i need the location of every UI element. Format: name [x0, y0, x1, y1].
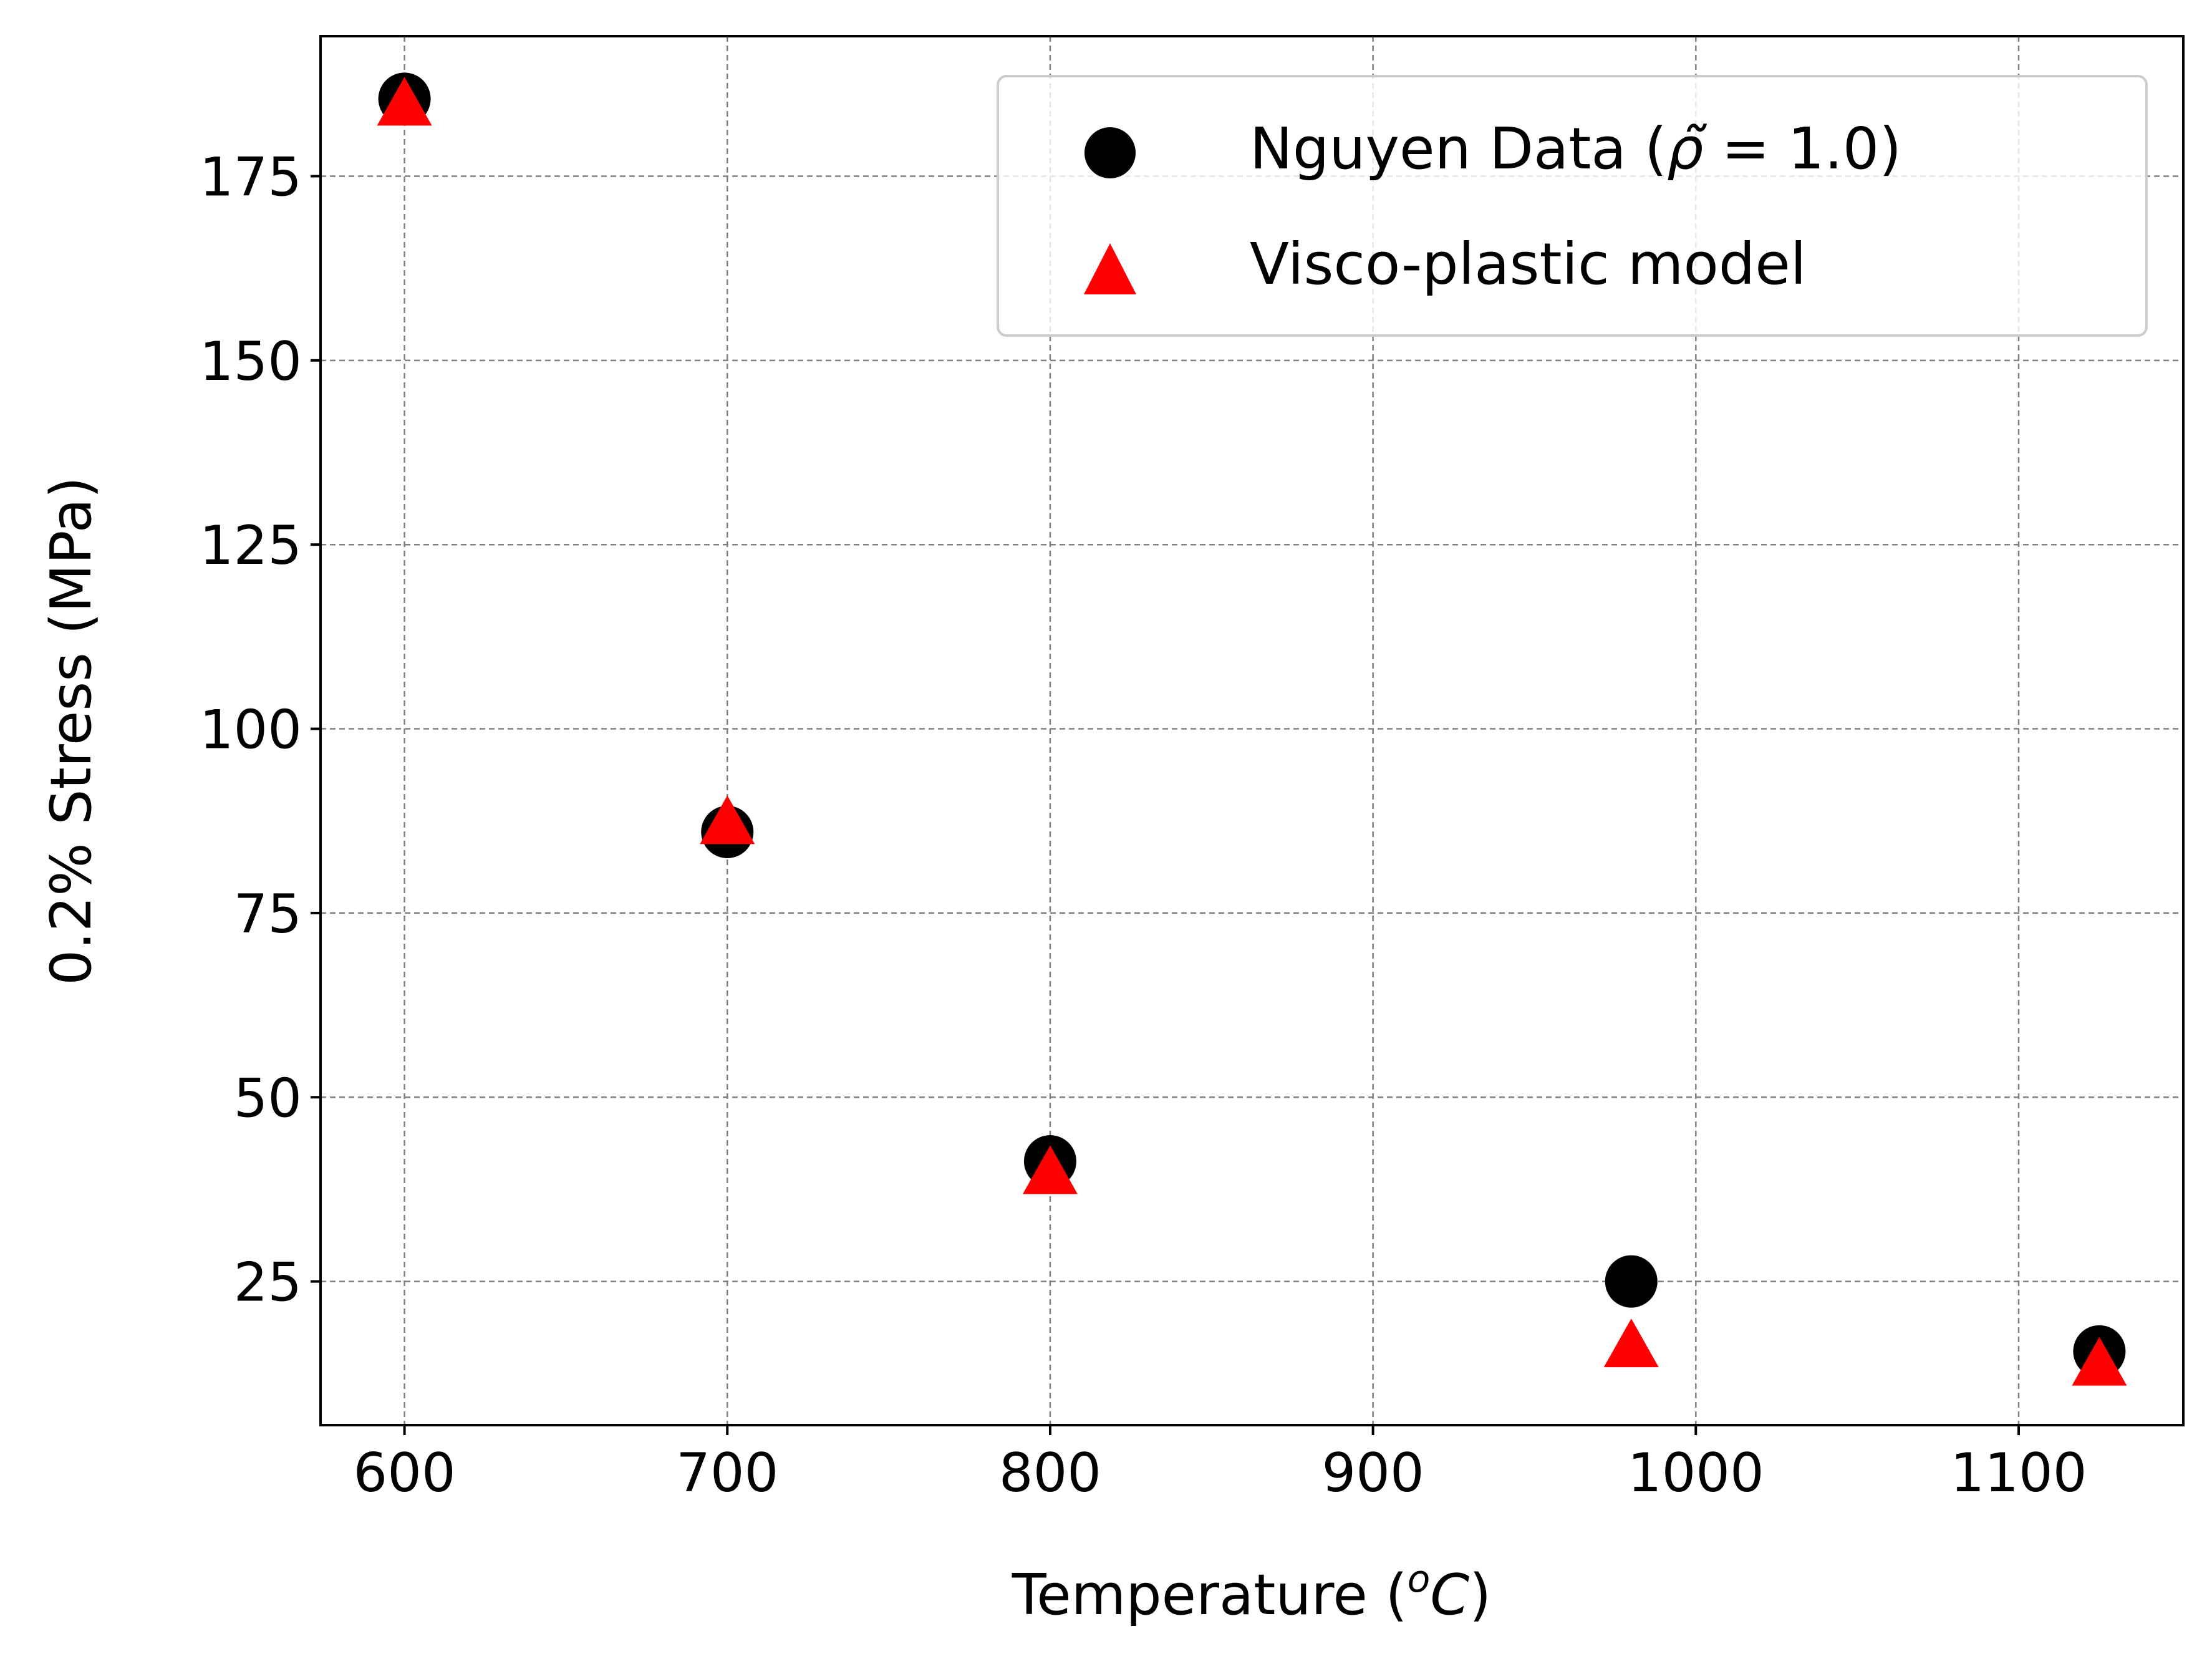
x-axis-label-superscript: o	[1408, 1557, 1431, 1601]
legend-marker-nguyen-data	[1084, 127, 1136, 178]
legend-label-nguyen-data-rest: = 1.0)	[1703, 115, 1901, 182]
y-axis-label: 0.2% Stress (MPa)	[39, 477, 104, 985]
x-axis-label-text: Temperature (	[1012, 1562, 1408, 1628]
nguyen-data-point	[1605, 1255, 1658, 1308]
visco-plastic-model-point	[1603, 1318, 1659, 1368]
y-tick-label: 25	[234, 1252, 302, 1314]
legend-label-nguyen-data-symbol: ρ̃	[1667, 115, 1707, 182]
y-tick-label: 150	[200, 331, 302, 393]
legend: Nguyen Data (ρ̃ = 1.0) Visco-plastic mod…	[997, 75, 2148, 337]
visco-plastic-model-point	[700, 795, 755, 844]
visco-plastic-model-point	[377, 77, 432, 126]
x-axis-label-close: )	[1469, 1562, 1491, 1628]
x-tick-label: 1000	[1628, 1442, 1764, 1504]
x-tick-label: 800	[999, 1442, 1101, 1504]
y-tick-label: 75	[234, 883, 302, 946]
data-markers	[377, 72, 2127, 1386]
x-axis-label: Temperature (oC)	[1012, 1557, 1492, 1628]
y-tick-label: 125	[200, 515, 302, 577]
y-tick-label: 50	[234, 1067, 302, 1130]
legend-label-nguyen-data-text: Nguyen Data (	[1250, 115, 1667, 182]
x-tick-label: 600	[354, 1442, 456, 1504]
visco-plastic-model-point	[2072, 1337, 2127, 1386]
y-tick-label: 100	[200, 699, 302, 762]
x-tick-label: 900	[1322, 1442, 1424, 1504]
legend-marker-visco-plastic-model	[1084, 243, 1136, 294]
y-tick-label: 175	[200, 146, 302, 208]
legend-label-visco-plastic-model: Visco-plastic model	[1250, 231, 1806, 298]
legend-box	[997, 75, 2148, 337]
legend-label-nguyen-data: Nguyen Data (ρ̃ = 1.0)	[1250, 115, 1901, 182]
x-axis-label-unit: C	[1430, 1562, 1469, 1628]
axis-ticks: 600 700 800 900 1000 1100 25 50 75 100 125 150 175	[200, 146, 2087, 1504]
x-tick-label: 700	[676, 1442, 778, 1504]
plot-frame	[319, 35, 2185, 1426]
grid-lines	[321, 36, 2183, 1425]
visco-plastic-model-point	[1022, 1145, 1078, 1194]
x-tick-label: 1100	[1951, 1442, 2087, 1504]
